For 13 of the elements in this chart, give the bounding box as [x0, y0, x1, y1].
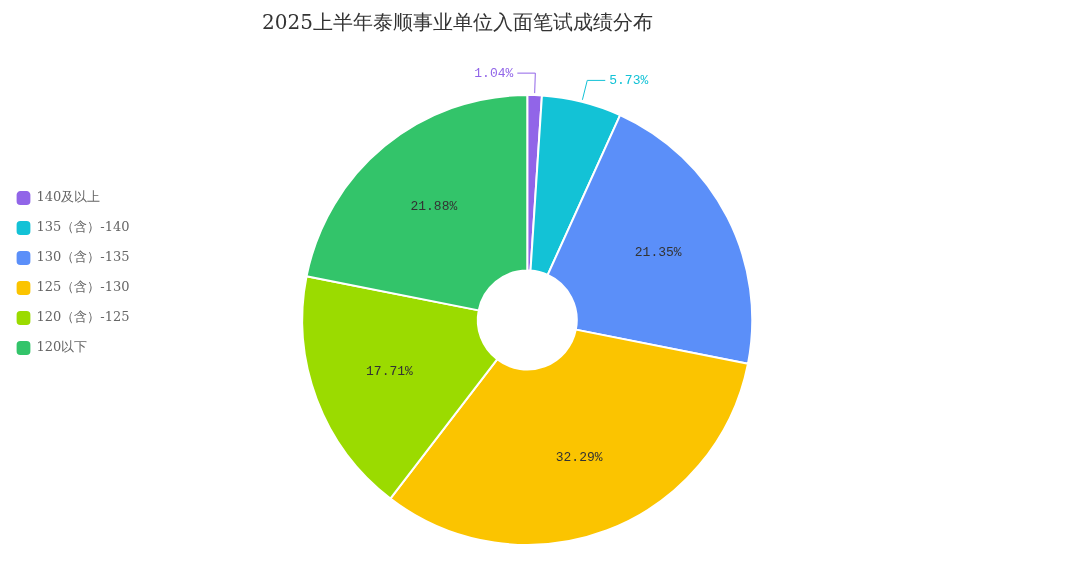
data-label: 21.35%: [634, 245, 682, 261]
legend-label: 135（含）-140: [36, 219, 130, 235]
legend-label: 140及以上: [36, 189, 101, 205]
legend-label: 120以下: [36, 339, 88, 355]
data-label: 1.04%: [474, 65, 514, 81]
data-label: 5.73%: [609, 72, 649, 88]
legend-label: 120（含）-125: [36, 309, 130, 325]
data-label: 17.71%: [366, 364, 414, 380]
legend-label: 125（含）-130: [36, 279, 130, 295]
data-label: 21.88%: [410, 198, 458, 214]
data-label: 32.29%: [555, 450, 603, 466]
chart-title: 2025上半年泰顺事业单位入面笔试成绩分布: [262, 10, 653, 35]
legend-label: 130（含）-135: [36, 249, 130, 265]
